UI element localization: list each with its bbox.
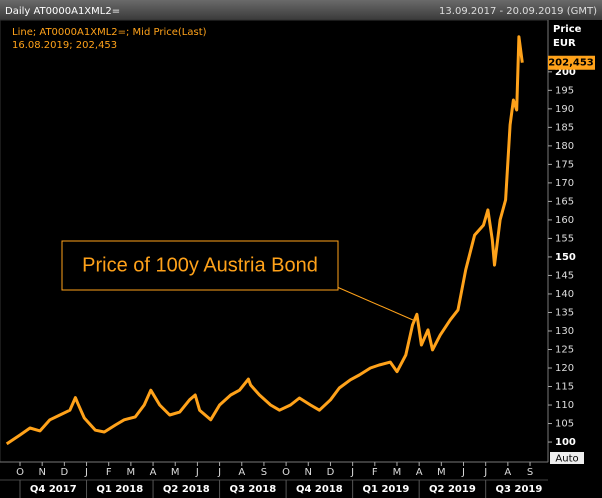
x-tick-label: F <box>106 467 112 478</box>
x-tick-label: J <box>217 467 221 478</box>
auto-label[interactable]: Auto <box>555 454 578 465</box>
quarter-label: Q4 2017 <box>30 484 77 495</box>
y-tick-label: 130 <box>555 326 574 337</box>
price-flag-label: 202,453 <box>548 58 594 69</box>
x-tick-label: M <box>437 467 446 478</box>
x-tick-label: D <box>61 467 69 478</box>
y-tick-label: 165 <box>555 196 574 207</box>
quarter-label: Q1 2019 <box>363 484 410 495</box>
x-tick-label: J <box>461 467 465 478</box>
annotation-box <box>61 240 339 291</box>
x-tick-label: O <box>16 467 24 478</box>
y-tick-label: 175 <box>555 159 574 170</box>
x-tick-label: M <box>171 467 180 478</box>
quarter-label: Q2 2019 <box>429 484 476 495</box>
axis-title: EUR <box>553 38 576 49</box>
x-tick-label: A <box>504 467 511 478</box>
y-tick-label: 135 <box>555 307 574 318</box>
y-tick-label: 110 <box>555 400 574 411</box>
header-title: Daily AT0000A1XML2= <box>5 6 120 17</box>
x-tick-label: J <box>350 467 354 478</box>
quarter-label: Q3 2018 <box>229 484 276 495</box>
legend-line: 16.08.2019; 202,453 <box>12 40 117 51</box>
y-tick-label: 200 <box>555 67 576 78</box>
quarter-label: Q1 2018 <box>96 484 143 495</box>
quarter-label: Q4 2018 <box>296 484 343 495</box>
y-tick-label: 155 <box>555 233 574 244</box>
x-tick-label: N <box>305 467 312 478</box>
y-tick-label: 105 <box>555 419 574 430</box>
y-tick-label: 115 <box>555 382 574 393</box>
y-tick-label: 140 <box>555 289 574 300</box>
quarter-label: Q3 2019 <box>496 484 543 495</box>
x-tick-label: F <box>372 467 378 478</box>
x-tick-label: A <box>416 467 423 478</box>
annotation-text: Price of 100y Austria Bond <box>82 254 318 276</box>
axis-title: Price <box>553 24 582 35</box>
y-tick-label: 145 <box>555 270 574 281</box>
y-tick-label: 100 <box>555 437 576 448</box>
y-tick-label: 190 <box>555 104 574 115</box>
x-tick-label: J <box>483 467 487 478</box>
x-tick-label: O <box>282 467 290 478</box>
x-tick-label: J <box>84 467 88 478</box>
y-tick-label: 125 <box>555 344 574 355</box>
quarter-label: Q2 2018 <box>163 484 210 495</box>
y-tick-label: 170 <box>555 178 574 189</box>
annotation-leader <box>336 286 414 321</box>
x-tick-label: S <box>261 467 267 478</box>
y-tick-label: 160 <box>555 215 574 226</box>
y-tick-label: 180 <box>555 141 574 152</box>
y-tick-label: 150 <box>555 252 576 263</box>
x-tick-label: M <box>393 467 402 478</box>
y-tick-label: 120 <box>555 363 574 374</box>
x-tick-label: A <box>150 467 157 478</box>
auto-button[interactable] <box>550 452 584 464</box>
legend-line: Line; AT0000A1XML2=; Mid Price(Last) <box>12 27 207 38</box>
price-flag <box>548 55 595 70</box>
x-tick-label: S <box>527 467 533 478</box>
x-tick-label: M <box>127 467 136 478</box>
header-bar <box>0 0 602 20</box>
x-tick-label: A <box>238 467 245 478</box>
y-tick-label: 195 <box>555 85 574 96</box>
x-tick-label: N <box>38 467 45 478</box>
price-line <box>5 35 524 446</box>
x-tick-label: D <box>327 467 335 478</box>
y-tick-label: 185 <box>555 122 574 133</box>
header-range: 13.09.2017 - 20.09.2019 (GMT) <box>439 6 597 17</box>
x-tick-label: J <box>195 467 199 478</box>
